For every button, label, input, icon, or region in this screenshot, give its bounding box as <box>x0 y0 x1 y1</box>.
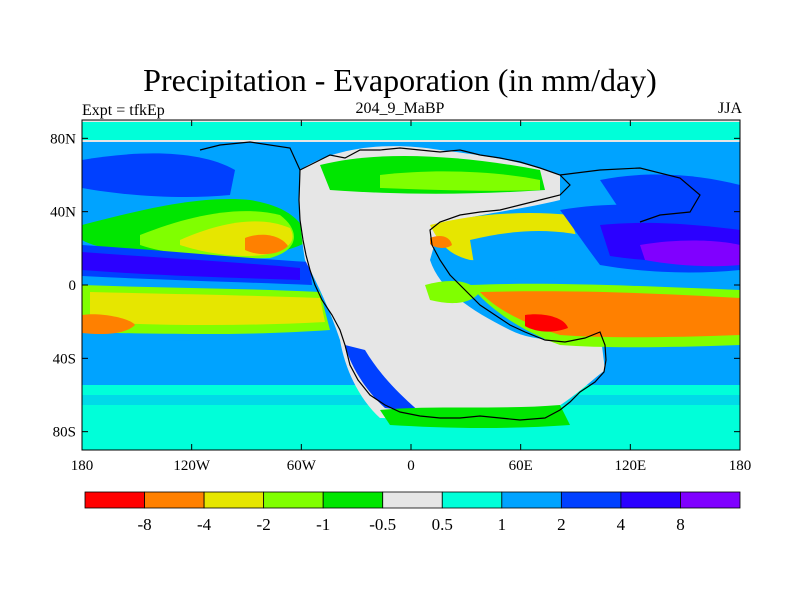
colorbar-swatch <box>84 491 145 509</box>
colorbar-label: -1 <box>316 515 330 534</box>
colorbar-label: -2 <box>257 515 271 534</box>
colorbar-label: 1 <box>498 515 507 534</box>
colorbar-swatch <box>680 491 741 509</box>
x-tick-label: 60E <box>509 458 533 474</box>
colorbar-swatch <box>322 491 384 509</box>
pangea-landmass <box>299 146 605 420</box>
se-dry-core <box>525 314 568 332</box>
colorbar-label: 4 <box>617 515 626 534</box>
colorbar-swatch <box>203 491 265 509</box>
y-tick-label: 80S <box>53 425 76 441</box>
south-coast-moist-band <box>345 345 420 412</box>
map-subtitle: 204_9_MaBP <box>355 100 445 117</box>
colorbar-label: -0.5 <box>369 515 396 534</box>
colorbar-swatch <box>620 491 681 509</box>
y-tick-label: 80N <box>50 131 76 147</box>
experiment-label: Expt = tfkEp <box>82 102 165 119</box>
colorbar-label: 2 <box>557 515 566 534</box>
colorbar-label: 8 <box>676 515 685 534</box>
pangea-coastline <box>298 147 607 421</box>
sh-midlat-band <box>82 340 330 362</box>
x-tick-label: 120E <box>614 458 646 474</box>
colorbar-label: -8 <box>137 515 151 534</box>
north-pacific-storm-track <box>82 153 235 198</box>
y-tick-label: 0 <box>69 278 77 294</box>
colorbar-swatch <box>144 491 205 509</box>
colorbar-swatch <box>441 491 503 509</box>
colorbar-swatch <box>263 491 324 509</box>
itcz-core <box>82 252 300 280</box>
north-coastline <box>199 141 301 171</box>
y-axis: 80N 40N 0 40S 80S <box>50 131 740 441</box>
tethys-dry-core <box>430 236 452 248</box>
sh-pacific-dry-core <box>82 314 135 335</box>
x-tick-label: 180 <box>71 458 94 474</box>
x-axis: 180 120W 60W 0 60E 120E 180 <box>71 120 752 474</box>
x-tick-label: 60W <box>287 458 317 474</box>
x-tick-label: 120W <box>173 458 211 474</box>
northern-land-dry-strip <box>380 171 540 191</box>
colorbar-swatch <box>560 491 622 509</box>
nh-subtropics-core <box>245 234 288 255</box>
east-coastline <box>559 167 701 223</box>
colorbar-swatch <box>382 491 443 509</box>
colorbar-swatch <box>501 491 562 509</box>
x-tick-label: 180 <box>729 458 752 474</box>
arctic-cyan-band <box>82 122 740 140</box>
west-coast-dry-patch <box>425 280 480 304</box>
east-tethys-max <box>640 240 740 267</box>
colorbar-label: -4 <box>197 515 212 534</box>
map-title: Precipitation - Evaporation (in mm/day) <box>143 62 657 98</box>
season-label: JJA <box>717 100 742 117</box>
colorbar: -8 -4 -2 -1 -0.5 0.5 1 2 4 8 <box>84 491 741 534</box>
map-field <box>82 120 740 450</box>
y-tick-label: 40N <box>50 205 76 221</box>
tethys-moist-zone <box>470 231 605 279</box>
y-tick-label: 40S <box>53 351 76 367</box>
colorbar-label: 0.5 <box>432 515 453 534</box>
x-tick-label: 0 <box>407 458 415 474</box>
sh-subtropics-mid <box>90 292 325 325</box>
